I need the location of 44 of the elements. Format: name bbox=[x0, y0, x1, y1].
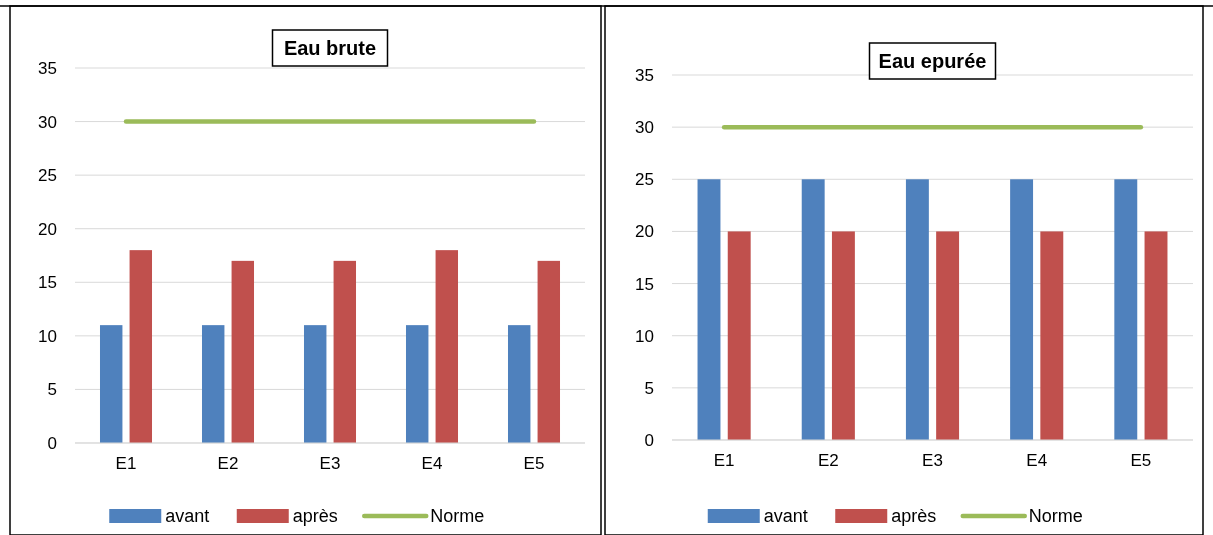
x-tick-label: E1 bbox=[713, 451, 735, 470]
x-tick-label: E2 bbox=[217, 454, 239, 473]
bar bbox=[303, 325, 327, 443]
chart-title: Eau brute bbox=[283, 37, 377, 59]
x-tick-label: E5 bbox=[1130, 451, 1152, 470]
x-tick-label: E3 bbox=[319, 454, 341, 473]
x-tick-label: E4 bbox=[1026, 451, 1048, 470]
y-tick-label: 25 bbox=[38, 166, 57, 186]
bar bbox=[405, 325, 429, 443]
y-tick-label: 20 bbox=[635, 222, 654, 242]
y-tick-label: 10 bbox=[635, 326, 654, 346]
bar bbox=[537, 260, 561, 443]
legend-label: avant bbox=[763, 506, 808, 527]
bar bbox=[333, 260, 357, 443]
legend-label: Norme bbox=[1028, 506, 1083, 527]
y-tick-label: 0 bbox=[47, 433, 57, 453]
x-tick-label: E3 bbox=[922, 451, 943, 470]
legend-label: après bbox=[891, 506, 937, 527]
bar bbox=[129, 250, 153, 443]
y-tick-label: 20 bbox=[38, 219, 57, 239]
y-tick-label: 30 bbox=[38, 112, 57, 132]
x-tick-label: E2 bbox=[817, 451, 839, 470]
y-tick-label: 35 bbox=[635, 65, 654, 85]
y-tick-label: 30 bbox=[635, 118, 654, 138]
y-tick-label: 15 bbox=[38, 273, 57, 293]
y-tick-label: 5 bbox=[47, 380, 57, 400]
y-tick-label: 35 bbox=[38, 58, 57, 78]
legend-label: après bbox=[292, 506, 338, 527]
legend-label: avant bbox=[165, 506, 210, 527]
bar bbox=[99, 325, 123, 443]
bar bbox=[231, 260, 255, 443]
y-tick-label: 10 bbox=[38, 326, 57, 346]
y-tick-label: 0 bbox=[644, 430, 654, 450]
legend-label: Norme bbox=[430, 506, 485, 527]
x-tick-label: E5 bbox=[523, 454, 545, 473]
chart-title: Eau epurée bbox=[878, 50, 987, 72]
y-tick-label: 5 bbox=[644, 378, 654, 398]
bar bbox=[435, 250, 459, 443]
y-tick-label: 15 bbox=[635, 274, 654, 294]
bar bbox=[201, 325, 225, 443]
x-tick-label: E1 bbox=[115, 454, 137, 473]
y-tick-label: 25 bbox=[635, 170, 654, 190]
bar bbox=[507, 325, 531, 443]
x-tick-label: E4 bbox=[421, 454, 443, 473]
